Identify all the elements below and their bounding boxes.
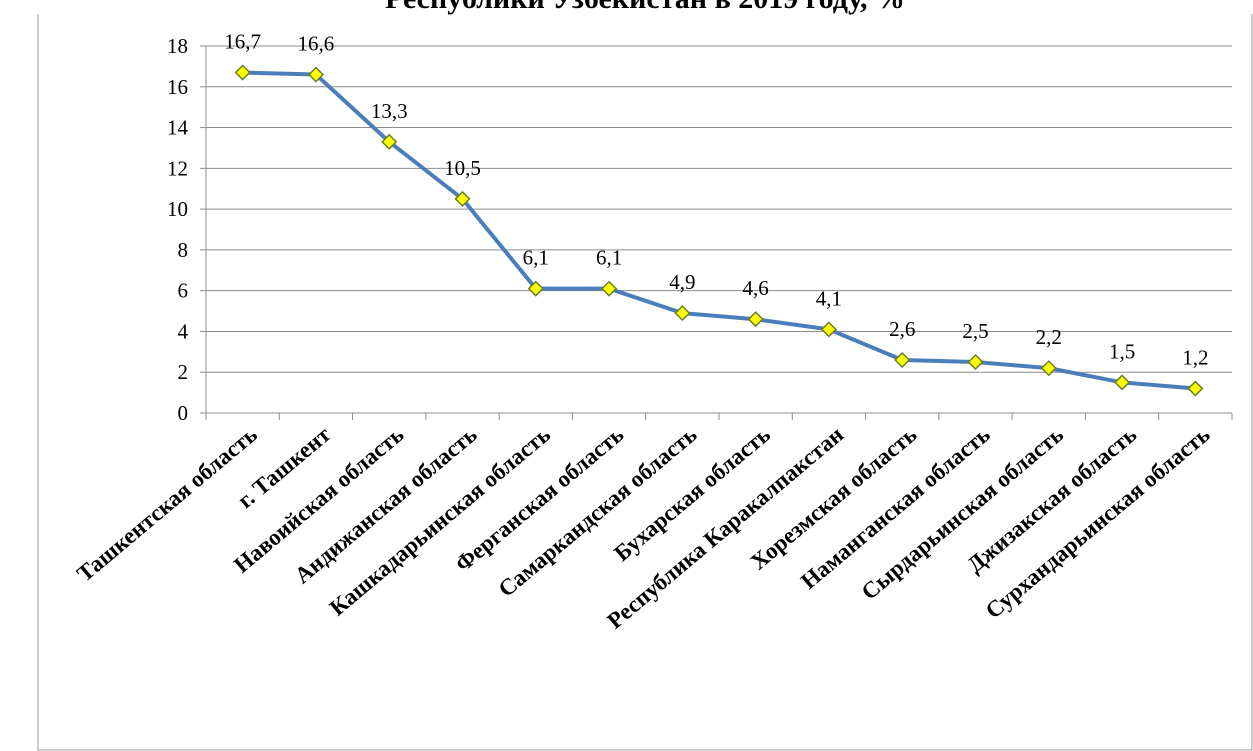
data-label: 13,3 [371,99,408,123]
y-tick-label: 18 [167,34,188,58]
data-label: 2,2 [1036,325,1062,349]
y-tick-label: 8 [178,238,189,262]
data-label: 2,6 [889,317,915,341]
data-point-marker [747,311,764,328]
data-label: 4,1 [816,286,842,310]
data-label: 4,9 [669,270,695,294]
data-point-marker [1187,380,1204,397]
data-point-marker [1114,374,1131,391]
chart-frame [37,14,1253,751]
data-label: 6,1 [523,246,549,270]
data-point-marker [674,305,691,322]
data-label: 6,1 [596,246,622,270]
data-label: 4,6 [743,276,769,300]
y-tick-label: 0 [178,401,189,425]
y-tick-label: 14 [167,116,189,140]
data-label: 1,2 [1182,346,1208,370]
label-layer: 16,7 16,6 13,3 10,5 6,1 6,1 4,9 4,6 4,1 2,6 2,5 2,2… [224,30,1208,370]
data-point-marker [307,66,324,83]
series-line [240,70,1198,391]
data-point-marker [234,64,251,81]
y-tick-label: 4 [178,319,189,343]
data-point-marker [967,353,984,371]
data-point-marker [381,133,398,150]
y-tick-label: 12 [167,156,188,180]
data-point-marker [894,351,911,369]
y-tick-label: 16 [167,75,188,99]
title-clip [0,0,1253,12]
data-label: 1,5 [1109,339,1135,363]
data-point-marker [1040,360,1057,377]
y-tick-label: 10 [167,197,188,221]
grid-layer [206,45,1232,373]
data-label: 16,6 [298,32,335,56]
data-point-marker [454,190,471,207]
data-label: 10,5 [444,156,481,180]
data-label: 2,5 [962,319,988,343]
data-point-marker [527,280,544,297]
axis-layer: 0 2 4 6 8 10 12 14 16 18 [167,34,1233,425]
y-tick-label: 2 [178,360,189,384]
data-point-marker [820,321,837,338]
y-tick-label: 6 [178,279,189,303]
data-point-marker [601,280,618,297]
series-layer [234,64,1204,397]
data-label: 16,7 [224,30,261,54]
chart-title: Республики Узбекистан в 2019 году, % [385,0,905,15]
